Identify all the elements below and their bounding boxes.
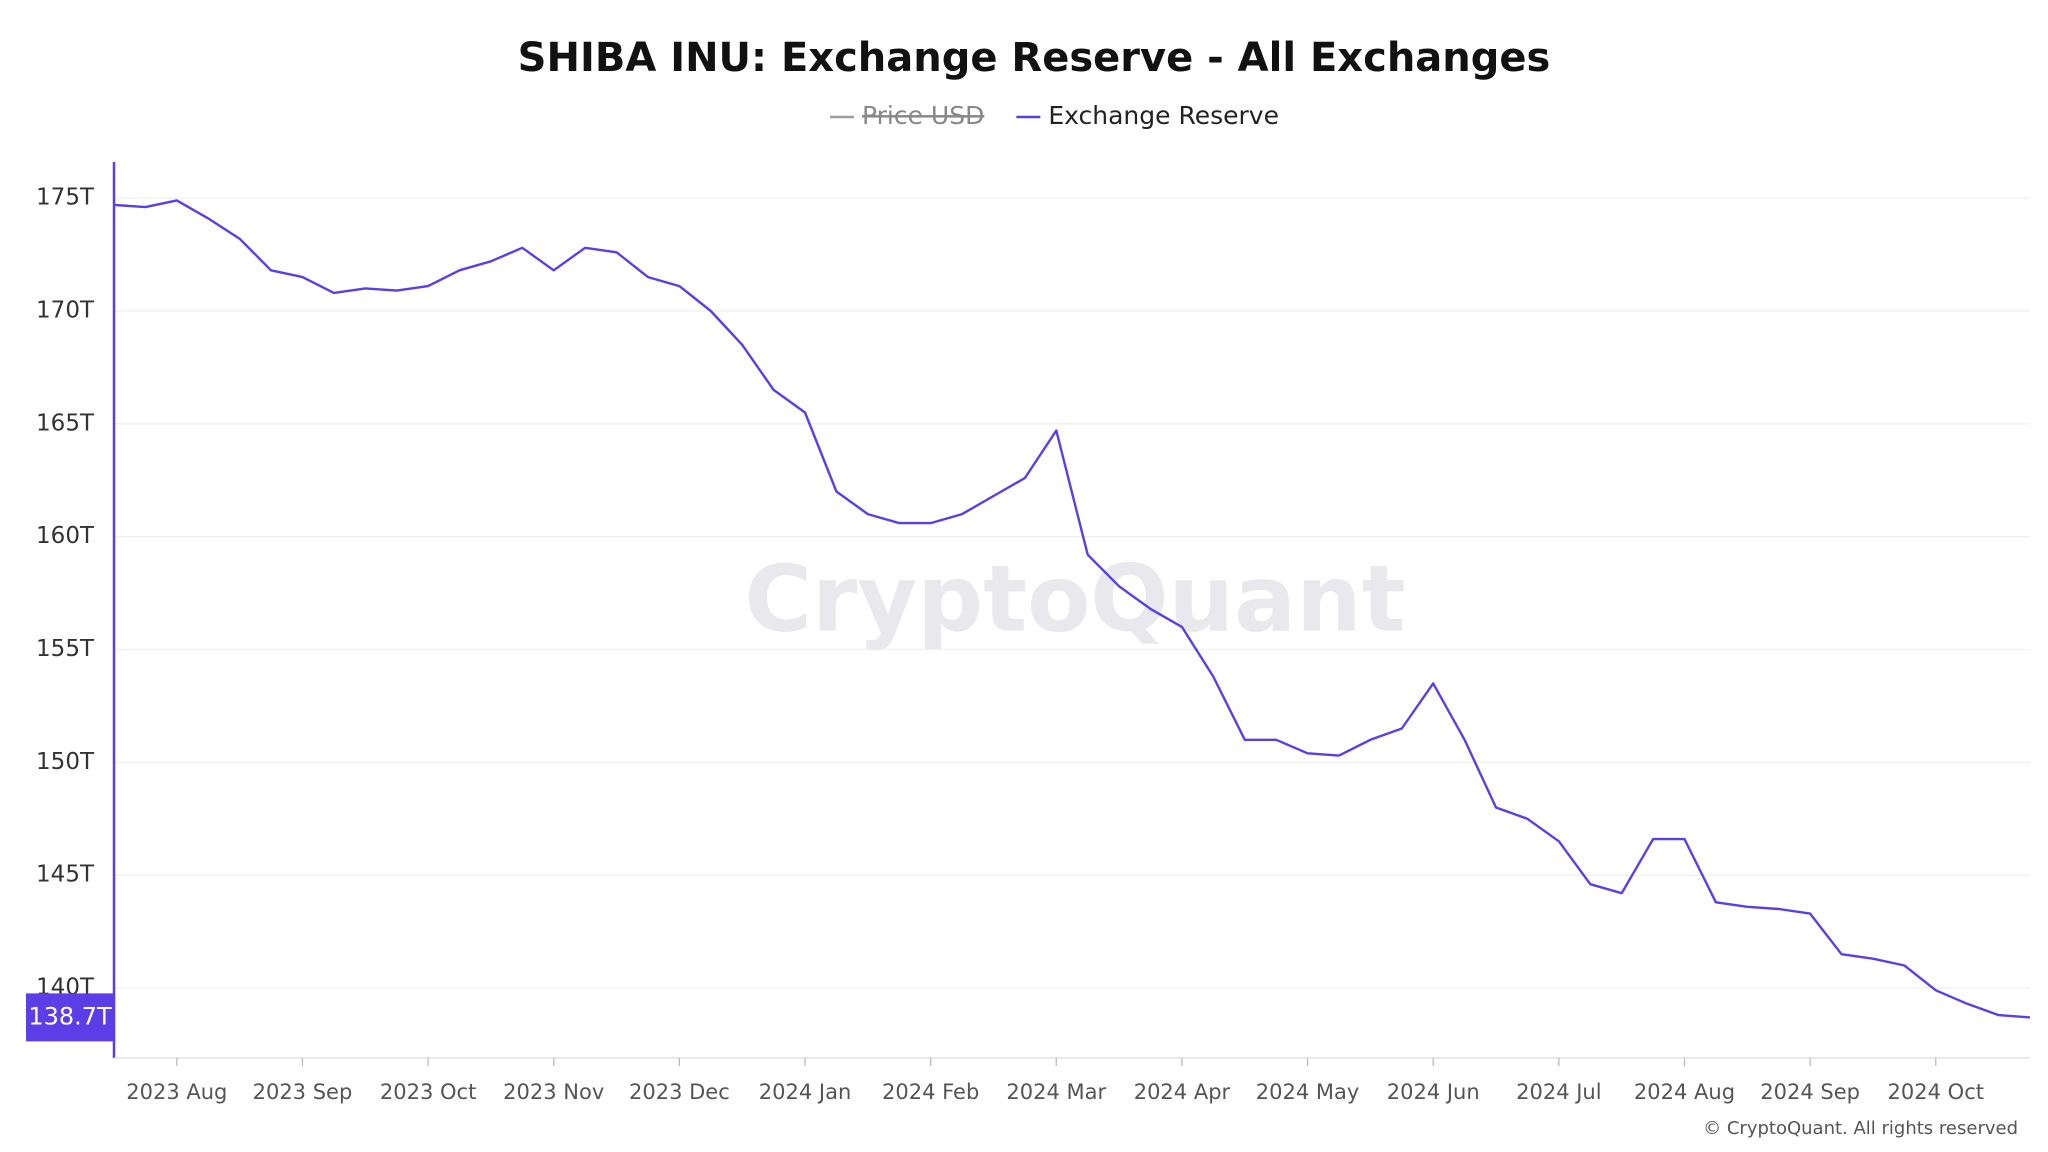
x-tick-label: 2024 Jul [1516, 1080, 1601, 1104]
legend-label: Exchange Reserve [1048, 101, 1279, 130]
y-tick-label: 160T [36, 523, 95, 549]
chart-title: SHIBA INU: Exchange Reserve - All Exchan… [518, 35, 1551, 81]
x-tick-label: 2024 Oct [1888, 1080, 1984, 1104]
x-tick-label: 2023 Oct [380, 1080, 476, 1104]
series-line [113, 199, 2031, 1019]
x-tick-label: 2024 Mar [1006, 1080, 1106, 1104]
x-tick-label: 2023 Aug [126, 1080, 227, 1104]
x-tick-label: 2024 Aug [1634, 1080, 1735, 1104]
x-tick-label: 2024 Jan [759, 1080, 852, 1104]
last-value-badge [26, 993, 114, 1042]
watermark: CryptoQuant [744, 545, 1405, 652]
y-tick-label: 155T [36, 636, 95, 662]
x-tick-label: 2023 Dec [629, 1080, 730, 1104]
x-tick-label: 2024 Jun [1387, 1080, 1480, 1104]
x-tick-label: 2023 Sep [253, 1080, 353, 1104]
y-tick-label: 170T [36, 297, 95, 323]
x-tick-label: 2023 Nov [503, 1080, 604, 1104]
y-tick-label: 165T [36, 410, 95, 436]
x-tick-label: 2024 May [1256, 1080, 1360, 1104]
x-tick-label: 2024 Apr [1134, 1080, 1231, 1104]
footer: © CryptoQuant. All rights reserved [1703, 1118, 2018, 1139]
x-tick-label: 2024 Sep [1760, 1080, 1860, 1104]
last-value-label: 138.7T [28, 1002, 112, 1030]
y-tick-label: 145T [36, 862, 95, 888]
y-tick-label: 150T [36, 749, 95, 775]
x-tick-label: 2024 Feb [882, 1080, 979, 1104]
legend-label: Price USD [862, 101, 984, 130]
y-tick-label: 175T [36, 185, 95, 211]
